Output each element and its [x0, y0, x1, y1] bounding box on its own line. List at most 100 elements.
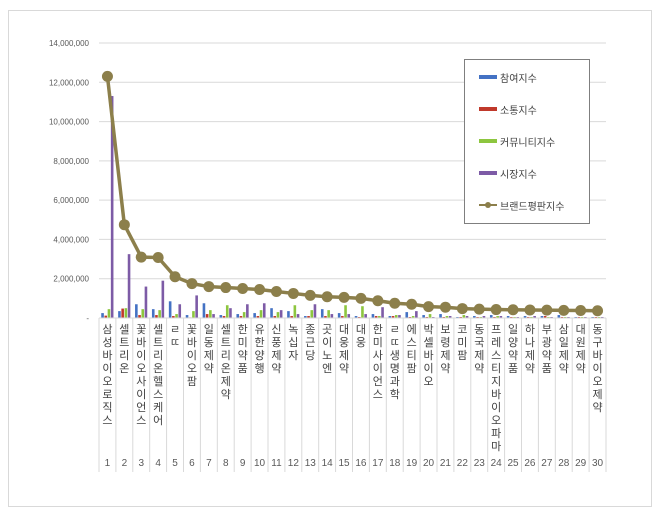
category-label-char: 유 [254, 323, 264, 336]
bar [127, 254, 131, 318]
category-label-char: 제 [592, 388, 602, 401]
line-point-marker [524, 304, 536, 316]
bar [496, 316, 499, 318]
category-label-char: 스 [373, 388, 383, 401]
rank-label: 28 [558, 458, 570, 469]
category-label-char: 당 [305, 349, 315, 362]
category-label-char: 이 [423, 362, 433, 375]
bar [175, 314, 178, 318]
category-label-char: 트 [221, 336, 231, 349]
category-label-char: 어 [153, 414, 163, 427]
bar [279, 310, 283, 318]
legend-swatch-icon [479, 75, 497, 79]
rank-label: 2 [122, 458, 128, 469]
category-label-char: 령 [440, 336, 450, 349]
category-label-char: 바 [491, 388, 501, 401]
line-point-marker [321, 291, 333, 303]
category-label-char: 동 [592, 323, 602, 336]
bar [192, 311, 195, 318]
rank-label: 13 [305, 458, 317, 469]
category-label-char: 팜 [407, 362, 417, 375]
bar [341, 316, 344, 318]
legend-label: 참여지수 [500, 73, 537, 85]
category-label-char: 일 [559, 335, 569, 349]
line-point-marker [152, 252, 164, 263]
rank-label: 17 [372, 458, 384, 469]
category-label-char: 오 [102, 375, 112, 388]
category-label-char: 스 [491, 349, 501, 362]
category-label-char: 약 [339, 361, 349, 375]
y-tick-label: 12,000,000 [49, 78, 90, 87]
bar [313, 304, 317, 318]
y-tick-label: - [86, 314, 89, 323]
category-label-char: 스 [136, 414, 146, 427]
category-label-char: 국 [474, 336, 484, 349]
category-label-char: 일 [508, 322, 518, 336]
category-label-char: 케 [153, 401, 163, 414]
y-tick-label: 2,000,000 [53, 275, 89, 284]
legend-label: 시장지수 [500, 169, 537, 181]
bar [533, 316, 536, 318]
line-point-marker [169, 271, 181, 283]
category-label-char: 티 [491, 362, 501, 375]
category-label-char: 자 [288, 349, 298, 362]
y-tick-label: 8,000,000 [53, 157, 89, 166]
bar [270, 308, 273, 318]
rank-label: 1 [105, 458, 111, 469]
rank-label: 7 [206, 458, 212, 469]
category-label-char: 약 [221, 387, 231, 401]
line-point-marker [186, 278, 198, 290]
category-label-char: 나 [525, 336, 535, 349]
line-point-marker [406, 298, 418, 310]
category-label-char: 보 [440, 323, 450, 336]
bar [219, 315, 223, 318]
bar [473, 316, 476, 318]
category-label-char: 대 [339, 323, 349, 336]
category-label-char: 하 [525, 322, 535, 336]
y-tick-label: 14,000,000 [49, 39, 90, 48]
category-label-char: 로 [102, 388, 112, 401]
category-label-char: 삼 [102, 323, 112, 336]
category-label-char: 셀 [221, 323, 231, 336]
line-point-marker [490, 304, 502, 316]
bar [489, 315, 493, 318]
category-label-char: 이 [136, 349, 146, 362]
legend-line-marker-icon [479, 202, 497, 208]
category-label-char: 바 [102, 349, 112, 362]
category-label-char: 코 [457, 323, 467, 336]
line-point-marker [423, 301, 435, 313]
category-label-char: 꽃 [187, 323, 197, 336]
legend-item-participation: 참여지수 [479, 70, 537, 85]
line-point-marker [237, 283, 249, 295]
bar [172, 316, 175, 318]
category-label-char: 한 [254, 336, 264, 349]
bar [185, 315, 189, 318]
category-label-char: 바 [592, 349, 602, 362]
bar [324, 316, 327, 318]
rank-label: 9 [240, 458, 246, 469]
bar [253, 313, 256, 318]
category-label-char: 리 [221, 349, 231, 362]
category-label-char: 이 [373, 362, 383, 375]
category-label-char: 오 [423, 375, 433, 388]
legend-swatch-icon [479, 139, 497, 143]
legend-item-community: 커뮤니티지수 [479, 134, 555, 149]
category-label-char: 근 [305, 336, 315, 349]
bar [256, 316, 260, 318]
line-point-marker [220, 282, 232, 294]
category-label-char: 이 [187, 349, 197, 362]
bar [239, 316, 243, 318]
category-label-char: 제 [221, 375, 231, 388]
bar [364, 314, 367, 318]
bar [110, 96, 114, 319]
bar [290, 316, 293, 318]
category-label-char: 생 [390, 349, 400, 362]
line-point-marker [575, 305, 587, 317]
rank-label: 6 [189, 458, 195, 469]
category-label-char: 이 [322, 336, 332, 349]
rank-label: 12 [288, 458, 300, 469]
category-label-char: 제 [474, 349, 484, 362]
category-label-char: 제 [576, 349, 586, 362]
rank-label: 8 [223, 458, 229, 469]
legend-item-brand-reputation: 브랜드평판지수 [479, 198, 564, 213]
